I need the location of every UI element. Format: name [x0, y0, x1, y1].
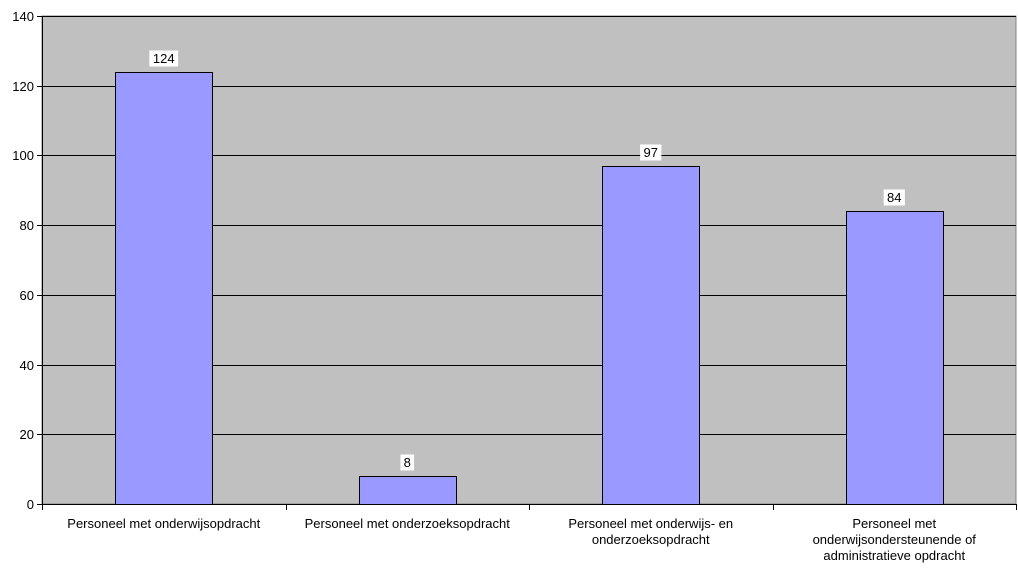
y-tick-label: 140 [12, 9, 34, 24]
x-category-label-line: Personeel met [852, 516, 936, 531]
data-label: 97 [644, 145, 658, 160]
bar [846, 211, 944, 505]
x-category-label-line: Personeel met onderwijs- en [568, 516, 733, 531]
x-category-label: Personeel met onderwijsondersteunende of a… [813, 516, 977, 563]
y-tick-label: 0 [27, 497, 34, 512]
data-label-box [883, 189, 905, 206]
x-category-label-line: Personeel met onderwijsopdracht [67, 516, 260, 531]
bar [602, 166, 700, 505]
x-category-label: Personeel met onderwijsopdracht [67, 516, 260, 531]
bar [115, 72, 213, 505]
y-tick-label: 80 [20, 218, 34, 233]
x-category-label: Personeel met onderwijs- en onderzoeksopd… [568, 516, 733, 547]
x-category-label-line: onderzoeksopdracht [592, 532, 710, 547]
data-label: 84 [887, 190, 901, 205]
x-category-label-line: Personeel met onderzoeksopdracht [305, 516, 511, 531]
bars [115, 72, 944, 505]
x-category-label-line: administratieve opdracht [823, 548, 965, 563]
data-labels: 124 8 97 84 [149, 50, 905, 471]
data-label-box [149, 50, 179, 67]
y-tick-label: 60 [20, 288, 34, 303]
y-tick-label: 100 [12, 148, 34, 163]
y-tick-label: 40 [20, 358, 34, 373]
data-label-box [640, 144, 662, 161]
bar [359, 476, 457, 505]
data-label: 8 [404, 455, 411, 470]
x-axis-labels: Personeel met onderwijsopdracht Personeel… [42, 504, 1017, 563]
data-label: 124 [153, 51, 175, 66]
y-axis-ticks: 0 20 40 60 80 100 120 140 [12, 9, 42, 512]
data-label-box [400, 454, 415, 471]
x-category-label-line: onderwijsondersteunende of [813, 532, 977, 547]
y-tick-label: 120 [12, 79, 34, 94]
y-tick-label: 20 [20, 427, 34, 442]
x-category-label: Personeel met onderzoeksopdracht [305, 516, 511, 531]
